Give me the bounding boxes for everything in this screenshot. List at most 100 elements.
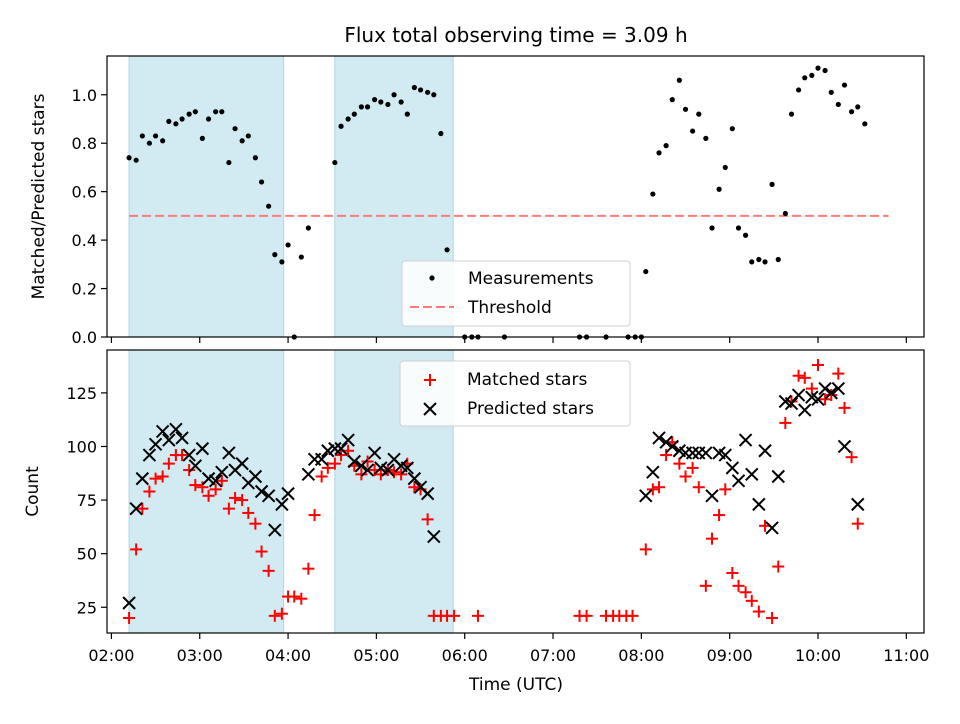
ratio-y-tick-label: 0.0 [72, 328, 97, 347]
ratio-y-tick-label: 0.2 [72, 280, 97, 299]
predicted-star-point [155, 424, 170, 439]
count-y-label: Count [23, 466, 43, 517]
matched-star-point [832, 367, 845, 380]
predicted-star-point [731, 474, 746, 488]
predicted-star-point [248, 469, 263, 484]
predicted-star-point [705, 489, 719, 503]
matched-star-point [361, 455, 374, 468]
predicted-star-point [360, 463, 375, 477]
measurement-point [689, 128, 696, 134]
predicted-star-point [129, 501, 143, 516]
predicted-star-point [275, 497, 289, 512]
predicted-star-point [811, 392, 825, 407]
matched-star-point [673, 457, 686, 470]
measurement-point [266, 203, 272, 209]
measurement-point [258, 179, 265, 185]
ratio-x-ticks [110, 337, 907, 343]
predicted-star-point [752, 497, 766, 512]
predicted-star-point [837, 439, 852, 454]
matched-star-point [692, 481, 705, 494]
predicted-star-point [208, 474, 223, 488]
predicted-star-point [646, 465, 660, 479]
measurement-point [305, 225, 311, 231]
ratio-panel-frame [106, 55, 925, 338]
matched-star-point [706, 532, 719, 545]
time-x-tick-label: 08:00 [618, 646, 664, 665]
legend-label-threshold: Threshold [467, 298, 552, 318]
predicted-star-point [122, 596, 136, 610]
measurement-point [385, 101, 391, 108]
legend-marker-predicted [423, 402, 437, 416]
measurement-point [239, 138, 245, 144]
matched-star-point [189, 479, 202, 492]
measurement-point [186, 111, 192, 117]
matched-star-point [825, 389, 838, 402]
measurement-point [848, 109, 855, 115]
ratio-y-tick-label: 0.4 [72, 231, 97, 250]
measurement-point [828, 89, 834, 95]
time-x-tick-label: 07:00 [530, 646, 576, 665]
count-y-tick-label: 50 [77, 545, 97, 564]
measurement-points [126, 65, 868, 340]
matched-star-point [123, 611, 136, 624]
predicted-star-point [818, 381, 832, 396]
matched-star-point [321, 461, 334, 474]
predicted-star-point [718, 448, 732, 462]
matched-star-point [202, 489, 215, 502]
predicted-star-point [328, 441, 342, 456]
matched-star-point [745, 594, 758, 607]
predicted-star-point [148, 437, 163, 452]
measurement-point [345, 116, 351, 122]
measurement-point [855, 104, 861, 110]
ratio-panel: 0.0 0.2 0.4 0.6 0.8 1.0 Matched/Predicted sta… [29, 55, 925, 347]
measurement-point [338, 123, 344, 129]
measurement-point [663, 143, 669, 149]
predicted-star-point [639, 489, 653, 503]
legend-label-predicted: Predicted stars [467, 399, 594, 419]
matched-star-point [302, 562, 315, 575]
predicted-star-point [420, 486, 435, 501]
measurement-point [285, 242, 291, 248]
measurement-point [841, 82, 848, 88]
measurement-point [782, 210, 788, 217]
measurement-point [364, 104, 371, 110]
count-y-tick-label: 25 [77, 598, 97, 617]
matched-star-point [149, 472, 162, 485]
measurement-point [146, 140, 152, 146]
matched-star-point [686, 461, 699, 474]
measurement-point [795, 87, 802, 93]
measurement-point [669, 97, 675, 103]
measurement-point [272, 252, 278, 258]
predicted-star-point [261, 489, 276, 503]
predicted-star-point [791, 388, 806, 402]
matched-star-point [295, 592, 308, 605]
count-y-tick-label: 100 [66, 437, 97, 456]
matched-star-point [215, 474, 228, 487]
count-y-tick-label: 125 [66, 384, 97, 403]
measurement-point [431, 92, 437, 98]
predicted-star-point [665, 439, 679, 454]
predicted-star-point [400, 461, 415, 475]
matched-star-point [779, 416, 792, 429]
measurement-point [815, 65, 821, 71]
matched-star-point [646, 483, 659, 496]
time-x-tick-label: 02:00 [88, 646, 134, 665]
measurement-point [252, 155, 258, 161]
predicted-star-point [314, 452, 329, 467]
measurement-point [139, 133, 145, 139]
matched-star-point [785, 395, 798, 408]
predicted-star-point [758, 444, 772, 458]
time-x-axis: 02:00 03:00 04:00 05:00 06:00 07:00 08:00 09:00… [88, 633, 929, 665]
predicted-star-point [281, 486, 295, 501]
matched-star-point [713, 509, 726, 522]
measurement-point [166, 118, 172, 125]
predicted-star-point [347, 454, 362, 469]
predicted-star-point [771, 469, 785, 484]
predicted-star-point [142, 448, 157, 462]
matched-star-point [719, 483, 732, 496]
measurement-point [682, 106, 689, 112]
predicted-star-points [122, 381, 865, 610]
measurement-point [391, 92, 397, 98]
predicted-star-point [254, 484, 269, 499]
